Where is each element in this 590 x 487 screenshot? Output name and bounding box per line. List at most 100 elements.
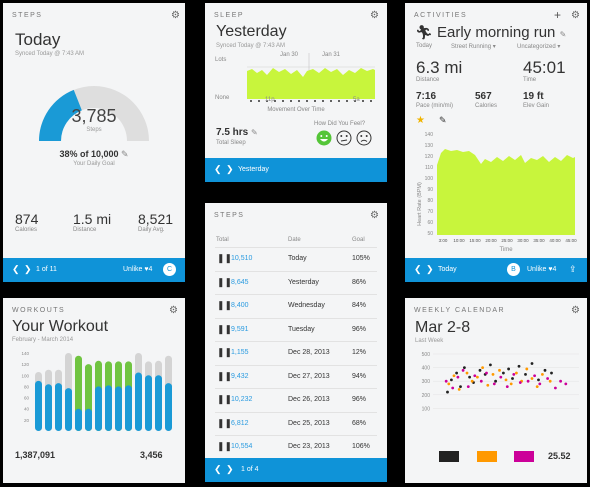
pencil-icon[interactable]: ✎ bbox=[121, 149, 129, 159]
table-row[interactable]: ❚❚ 10,232 Dec 26, 2013 96% bbox=[215, 388, 377, 411]
prev-arrow-icon[interactable]: ❮ bbox=[214, 164, 222, 174]
runner-icon: 🏃︎ bbox=[415, 24, 433, 40]
steps-total[interactable]: 8,645 bbox=[231, 278, 249, 286]
scatter-point bbox=[494, 379, 497, 383]
table-row[interactable]: ❚❚ 10,510 Today 105% bbox=[215, 247, 377, 270]
share-icon[interactable]: ⇪ bbox=[569, 264, 577, 274]
goal-text: 38% of 10,000 ✎ bbox=[3, 149, 185, 160]
y-tick-label: 100 bbox=[21, 373, 29, 378]
workout-bar bbox=[45, 384, 52, 431]
next-arrow-icon[interactable]: ❯ bbox=[24, 264, 32, 274]
x-tick: 30:00 bbox=[517, 238, 529, 243]
gear-icon[interactable]: ⚙ bbox=[370, 210, 379, 221]
steps-total[interactable]: 6,812 bbox=[231, 419, 249, 427]
sad-face-icon[interactable] bbox=[356, 130, 372, 146]
unlike-button[interactable]: Unlike ♥4 bbox=[123, 266, 153, 273]
gear-icon[interactable]: ⚙ bbox=[171, 10, 180, 21]
scatter-point bbox=[468, 375, 471, 379]
workout-bar bbox=[125, 385, 132, 431]
y-tick-label: 140 bbox=[21, 351, 29, 356]
footprint-icon: ❚❚ bbox=[217, 347, 233, 357]
y-tick: 50 bbox=[427, 231, 433, 237]
table-row[interactable]: ❚❚ 8,400 Wednesday 84% bbox=[215, 294, 377, 317]
prev-arrow-icon[interactable]: ❮ bbox=[414, 264, 422, 274]
next-arrow-icon[interactable]: ❯ bbox=[226, 164, 234, 174]
steps-date: Dec 25, 2013 bbox=[288, 419, 330, 427]
y-tick: 120 bbox=[425, 154, 434, 160]
goal-percent: 38% of 10,000 bbox=[59, 149, 119, 159]
pager-label: 1 of 4 bbox=[241, 466, 259, 473]
gear-icon[interactable]: ⚙ bbox=[571, 10, 580, 21]
scatter-point bbox=[450, 378, 453, 382]
scatter-point bbox=[517, 364, 521, 368]
activity-type-select[interactable]: Street Running ▾ bbox=[451, 44, 496, 50]
workouts-subtitle: February - March 2014 bbox=[12, 337, 74, 343]
time-label: Time bbox=[523, 77, 537, 83]
table-row[interactable]: ❚❚ 9,432 Dec 27, 2013 94% bbox=[215, 364, 377, 388]
goal-label: Your Daily Goal bbox=[73, 161, 115, 167]
card-title: SLEEP bbox=[214, 12, 245, 19]
gear-icon[interactable]: ⚙ bbox=[571, 305, 580, 316]
category-select[interactable]: Uncategorized ▾ bbox=[517, 44, 561, 50]
gear-icon[interactable]: ⚙ bbox=[370, 10, 379, 21]
prev-arrow-icon[interactable]: ❮ bbox=[214, 464, 222, 474]
pager-label: 1 of 11 bbox=[36, 266, 57, 273]
y-tick: 60 bbox=[427, 220, 433, 226]
pencil-icon[interactable]: ✎ bbox=[559, 30, 567, 39]
pencil-icon[interactable]: ✎ bbox=[251, 128, 258, 137]
time-value: 45:01 bbox=[523, 58, 566, 77]
scatter-point bbox=[459, 385, 462, 389]
x-tick: 15:00 bbox=[469, 238, 481, 243]
steps-list-footer: ❮ ❯ 1 of 4 bbox=[205, 458, 387, 482]
neutral-face-icon[interactable] bbox=[336, 130, 352, 146]
y-tick: 130 bbox=[425, 143, 434, 149]
steps-value: 3,785 bbox=[71, 106, 117, 126]
next-arrow-icon[interactable]: ❯ bbox=[226, 464, 234, 474]
happy-face-icon[interactable] bbox=[316, 130, 332, 146]
y-tick-label: 400 bbox=[422, 366, 431, 372]
legend-swatch-orange bbox=[477, 451, 497, 462]
table-row[interactable]: ❚❚ 10,554 Dec 23, 2013 106% bbox=[215, 435, 377, 458]
y-tick: 70 bbox=[427, 209, 433, 215]
pace-label: Pace (min/mi) bbox=[416, 103, 454, 109]
steps-list-card: STEPS ⚙ Total Date Goal ❚❚ 10,510 Today 105… bbox=[205, 203, 387, 482]
card-title: WORKOUTS bbox=[12, 307, 66, 314]
steps-total[interactable]: 10,510 bbox=[231, 255, 253, 262]
scatter-point bbox=[535, 385, 539, 389]
gear-icon[interactable]: ⚙ bbox=[169, 305, 178, 316]
edit-icon[interactable]: ✎ bbox=[439, 115, 447, 125]
table-row[interactable]: ❚❚ 9,591 Tuesday 96% bbox=[215, 317, 377, 341]
next-arrow-icon[interactable]: ❯ bbox=[426, 264, 434, 274]
scatter-point bbox=[452, 374, 456, 378]
steps-total[interactable]: 9,432 bbox=[231, 372, 249, 380]
scatter-point bbox=[465, 371, 469, 375]
y-tick-label: 100 bbox=[422, 406, 431, 412]
table-row[interactable]: ❚❚ 8,645 Yesterday 86% bbox=[215, 270, 377, 294]
workouts-bar-chart: 140 120 100 80 60 40 20 bbox=[21, 351, 172, 431]
steps-total[interactable]: 8,400 bbox=[231, 302, 249, 309]
scatter-point bbox=[515, 371, 518, 375]
scatter-point bbox=[533, 374, 536, 378]
page-title: Yesterday bbox=[216, 23, 287, 40]
scatter-point bbox=[498, 368, 501, 372]
activities-card-footer: ❮ ❯ Today B Unlike ♥4 ⇪ bbox=[405, 258, 587, 282]
steps-date: Wednesday bbox=[288, 302, 325, 309]
prev-arrow-icon[interactable]: ❮ bbox=[12, 264, 20, 274]
star-icon[interactable]: ★ bbox=[416, 115, 425, 126]
unlike-button[interactable]: Unlike ♥4 bbox=[527, 266, 557, 273]
avatar[interactable]: B bbox=[507, 263, 520, 276]
steps-total[interactable]: 10,554 bbox=[231, 443, 253, 450]
table-row[interactable]: ❚❚ 1,155 Dec 28, 2013 12% bbox=[215, 341, 377, 364]
steps-goal: 12% bbox=[352, 349, 367, 356]
footprint-icon: ❚❚ bbox=[217, 253, 233, 263]
add-icon[interactable]: + bbox=[554, 8, 562, 22]
scatter-point bbox=[478, 368, 482, 372]
avatar[interactable]: C bbox=[163, 263, 176, 276]
steps-total[interactable]: 1,155 bbox=[231, 349, 249, 356]
elev-value: 19 ft bbox=[523, 91, 544, 102]
table-row[interactable]: ❚❚ 6,812 Dec 25, 2013 68% bbox=[215, 411, 377, 435]
steps-total[interactable]: 9,591 bbox=[231, 325, 249, 333]
steps-date: Dec 23, 2013 bbox=[288, 443, 330, 450]
steps-total[interactable]: 10,232 bbox=[231, 396, 253, 403]
workout-bar bbox=[75, 408, 82, 431]
